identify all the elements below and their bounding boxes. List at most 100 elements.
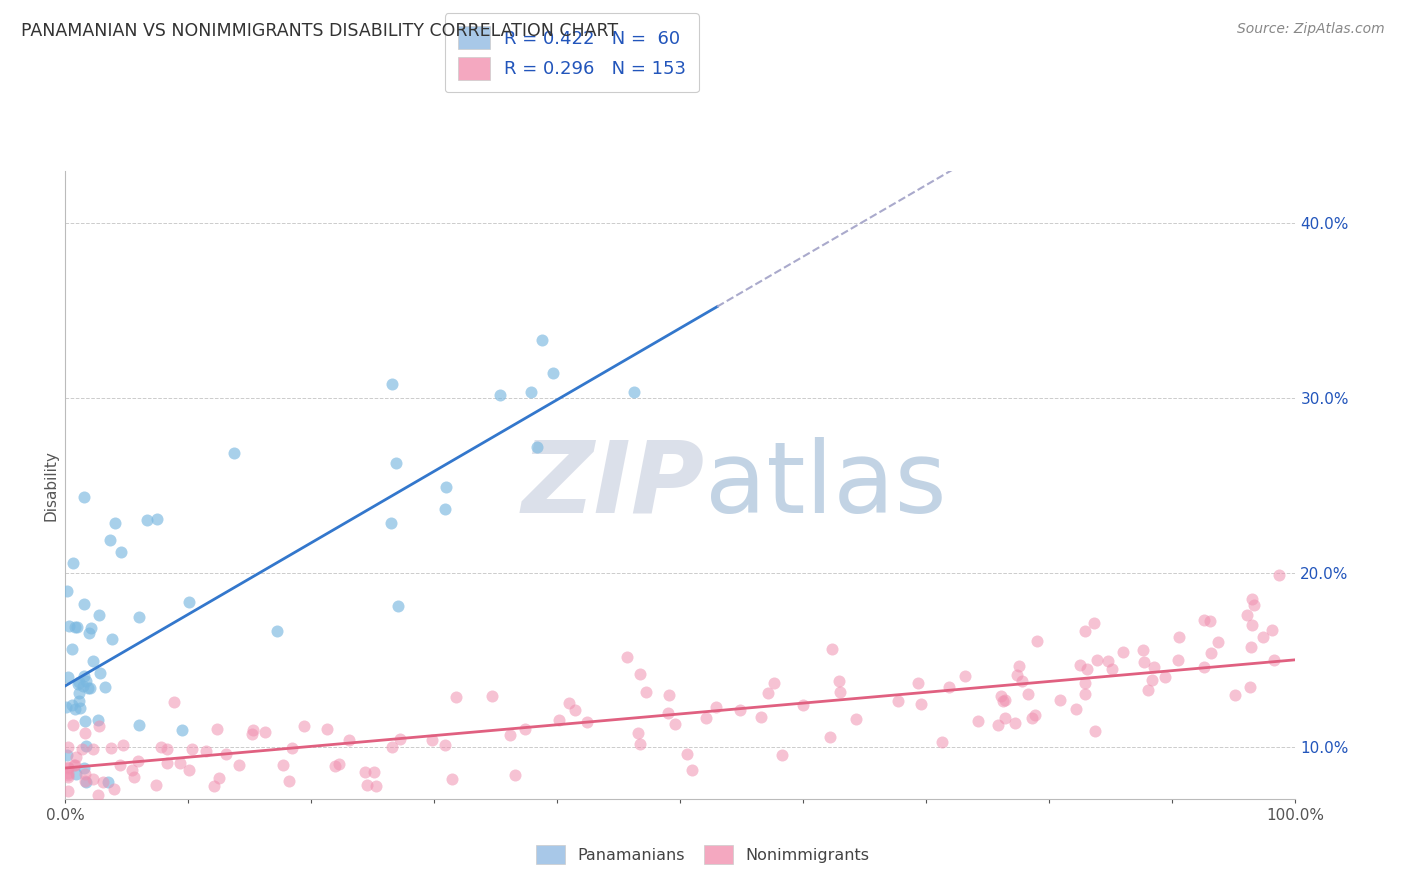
Point [63, 702, 86, 716]
Point [73, 491, 96, 505]
Point [1025, 634, 1047, 648]
Point [1241, 618, 1264, 632]
Point [82, 654, 104, 668]
Point [1167, 653, 1189, 667]
Point [356, 779, 378, 793]
Point [363, 764, 385, 779]
Point [66, 620, 89, 634]
Point [499, 728, 522, 742]
Point [180, 741, 202, 756]
Point [87, 607, 110, 622]
Point [1199, 646, 1222, 660]
Point [434, 502, 457, 516]
Point [75, 673, 97, 688]
Point [63, 757, 86, 772]
Point [56, 583, 79, 598]
Point [1263, 653, 1285, 667]
Point [87, 788, 110, 802]
Point [136, 513, 159, 527]
Point [70, 742, 93, 756]
Point [1223, 688, 1246, 702]
Point [675, 747, 697, 761]
Legend: Panamanians, Nonimmigrants: Panamanians, Nonimmigrants [530, 838, 876, 871]
Point [172, 723, 194, 738]
Point [770, 747, 793, 762]
Point [1004, 715, 1026, 730]
Point [1024, 707, 1046, 722]
Point [994, 693, 1017, 707]
Point [576, 714, 599, 729]
Point [364, 779, 387, 793]
Point [938, 680, 960, 694]
Point [1261, 624, 1284, 638]
Point [503, 768, 526, 782]
Point [62, 556, 84, 570]
Point [628, 737, 651, 751]
Point [420, 733, 443, 747]
Point [1101, 662, 1123, 676]
Point [128, 718, 150, 732]
Point [73, 767, 96, 781]
Point [728, 703, 751, 717]
Legend: R = 0.422   N =  60, R = 0.296   N = 153: R = 0.422 N = 60, R = 0.296 N = 153 [444, 13, 699, 93]
Point [215, 747, 238, 761]
Point [91, 775, 114, 789]
Point [253, 725, 276, 739]
Point [1243, 599, 1265, 613]
Point [163, 695, 186, 709]
Point [821, 642, 844, 657]
Point [60, 642, 83, 657]
Point [695, 711, 717, 725]
Point [169, 756, 191, 770]
Point [1076, 662, 1098, 676]
Point [481, 689, 503, 703]
Point [82, 772, 104, 786]
Point [616, 650, 638, 665]
Point [271, 757, 294, 772]
Point [1112, 645, 1135, 659]
Point [89, 719, 111, 733]
Point [104, 516, 127, 531]
Text: Source: ZipAtlas.com: Source: ZipAtlas.com [1237, 22, 1385, 37]
Point [987, 717, 1010, 731]
Point [1143, 659, 1166, 673]
Point [56, 747, 79, 762]
Point [828, 673, 851, 688]
Point [292, 719, 315, 733]
Point [1240, 640, 1263, 655]
Point [910, 698, 932, 712]
Point [1268, 567, 1291, 582]
Point [931, 735, 953, 749]
Point [658, 688, 681, 702]
Point [513, 722, 536, 736]
Point [56, 768, 79, 782]
Point [1251, 630, 1274, 644]
Point [953, 668, 976, 682]
Point [149, 739, 172, 754]
Point [128, 610, 150, 624]
Point [67, 677, 90, 691]
Point [67, 694, 90, 708]
Point [1132, 642, 1154, 657]
Point [1085, 653, 1108, 667]
Point [628, 666, 651, 681]
Point [56, 670, 79, 684]
Point [531, 333, 554, 347]
Point [1017, 687, 1039, 701]
Point [967, 714, 990, 728]
Point [277, 774, 299, 789]
Point [281, 741, 304, 756]
Point [58, 618, 80, 632]
Point [242, 723, 264, 737]
Point [1097, 654, 1119, 668]
Point [1049, 692, 1071, 706]
Point [887, 693, 910, 707]
Point [108, 757, 131, 772]
Point [228, 758, 250, 772]
Point [519, 384, 541, 399]
Point [845, 712, 868, 726]
Point [75, 775, 97, 789]
Point [489, 387, 512, 401]
Point [526, 440, 548, 454]
Point [990, 690, 1012, 704]
